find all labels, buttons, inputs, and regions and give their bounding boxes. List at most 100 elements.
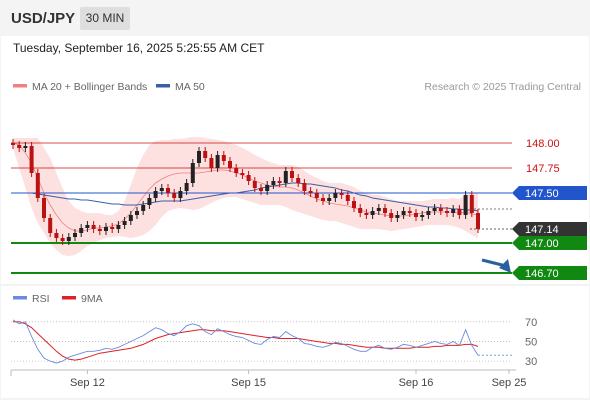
candle-body	[451, 209, 456, 213]
time-axis-label: Sep 16	[399, 377, 434, 389]
candle-body	[97, 229, 102, 231]
legend-label: MA 20 + Bollinger Bands	[32, 81, 147, 93]
candle-body	[283, 171, 288, 183]
candle-body	[42, 198, 46, 218]
time-axis-label: Sep 12	[70, 377, 105, 389]
candle-body	[345, 195, 350, 201]
candle-body	[178, 191, 183, 198]
timestamp: Tuesday, September 16, 2025 5:25:55 AM C…	[13, 41, 265, 55]
rsi-tick-label: 70	[525, 317, 537, 329]
rsi-panel: RSI 9MA 70 50 30	[1, 284, 589, 368]
candle-body	[91, 225, 96, 229]
candle-body	[432, 208, 437, 211]
legend-swatch	[13, 84, 27, 88]
timeframe-button[interactable]: 30 MIN	[80, 7, 130, 30]
candle-body	[370, 211, 375, 215]
credit-text: Research © 2025 Trading Central	[424, 81, 581, 93]
candle-body	[420, 215, 425, 217]
candle-body	[407, 211, 412, 213]
candle-body	[128, 215, 133, 221]
rsi-tick-label: 30	[525, 356, 537, 368]
header-bar: USD/JPY 30 MIN	[0, 0, 590, 36]
candle-body	[445, 211, 449, 213]
candle-body	[110, 227, 115, 229]
rsi-legend-label: 9MA	[81, 293, 103, 305]
candle-body	[66, 237, 71, 241]
time-axis-label: Sep 25	[492, 377, 527, 389]
candle-body	[29, 146, 34, 173]
candle-body	[290, 171, 294, 178]
candle-body	[302, 183, 307, 191]
level-label-147.14: 147.14	[525, 224, 559, 236]
candle-body	[172, 193, 177, 198]
candle-body	[197, 151, 201, 163]
ma20-line	[12, 142, 479, 232]
candle-body	[11, 143, 15, 145]
candle-body	[457, 209, 462, 215]
candle-body	[54, 233, 59, 238]
candle-body	[414, 213, 418, 217]
candle-body	[333, 193, 338, 198]
level-tag-147.14	[512, 222, 587, 236]
candle-body	[401, 211, 406, 215]
candle-body	[395, 215, 400, 218]
candle-body	[190, 163, 195, 183]
candle-body	[364, 213, 369, 215]
rsi-legend-label: RSI	[32, 293, 50, 305]
candle-body	[389, 213, 394, 218]
candle-body	[147, 198, 152, 205]
rsi-legend-swatch	[13, 296, 27, 300]
candle-body	[184, 183, 189, 191]
indicator-lines	[12, 142, 479, 232]
level-label-147.50: 147.50	[525, 188, 559, 200]
candle-body	[321, 198, 325, 201]
ma50-line	[13, 182, 479, 212]
candle-body	[228, 161, 232, 168]
candle-body	[79, 228, 84, 233]
legend-swatch	[156, 84, 170, 88]
candle-body	[426, 211, 431, 215]
candle-body	[296, 178, 301, 183]
candle-body	[122, 221, 127, 225]
candle-body	[166, 188, 170, 193]
projection-arrow-head	[499, 259, 511, 273]
level-label-148.00: 148.00	[526, 138, 560, 150]
rsi-tick-label: 50	[525, 336, 537, 348]
candle-body	[252, 181, 257, 188]
level-tag-147.50	[512, 186, 587, 200]
candle-body	[339, 193, 344, 195]
candle-body	[153, 191, 158, 198]
level-tag-147.00	[512, 236, 587, 250]
candle-body	[203, 151, 208, 158]
price-levels: 148.00 147.75 147.50 147.14 147.00 146.70	[11, 138, 587, 280]
time-axis-label: Sep 15	[231, 377, 266, 389]
candles	[11, 139, 480, 245]
bollinger-band-fill	[13, 137, 478, 256]
candle-body	[17, 145, 22, 148]
candle-body	[376, 208, 381, 211]
candle-body	[35, 173, 40, 198]
level-tag-146.70	[512, 266, 587, 280]
candle-body	[383, 208, 387, 213]
candle-body	[327, 198, 332, 201]
rsi-legend-swatch	[62, 296, 76, 300]
candle-body	[48, 218, 53, 233]
candle-body	[215, 155, 220, 168]
candle-body	[246, 175, 251, 181]
bollinger-band-area	[13, 137, 478, 256]
level-label-147.75: 147.75	[526, 163, 560, 175]
candle-body	[358, 208, 363, 213]
rsi-ma-line	[13, 321, 479, 361]
candle-body	[23, 146, 28, 148]
candle-body	[73, 233, 77, 237]
candle-body	[135, 211, 139, 215]
symbol-title: USD/JPY	[11, 10, 76, 27]
candle-body	[141, 205, 146, 211]
candle-body	[271, 181, 276, 185]
candle-body	[265, 185, 270, 191]
candle-body	[221, 155, 226, 161]
candle-body	[476, 213, 480, 229]
candle-body	[240, 173, 245, 175]
candle-body	[469, 195, 474, 213]
